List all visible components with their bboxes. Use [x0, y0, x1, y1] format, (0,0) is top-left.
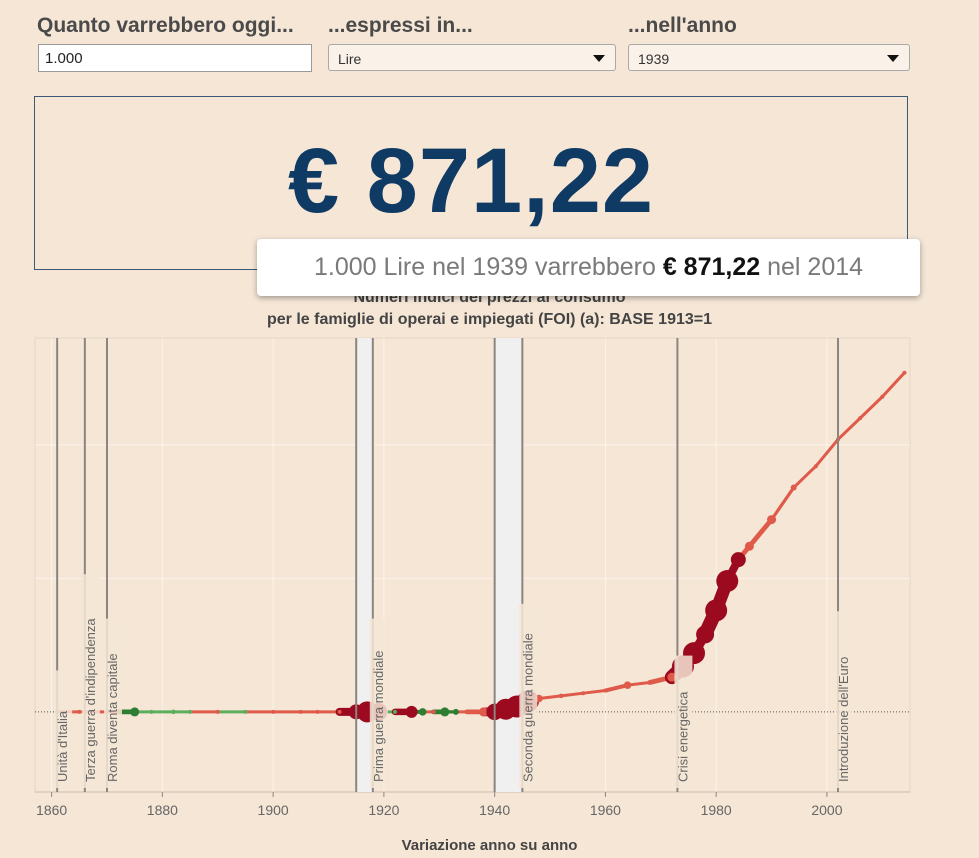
- series-segment: [814, 437, 840, 468]
- plot-frame: [34, 337, 911, 793]
- series-point: [440, 707, 450, 717]
- series-point: [647, 680, 652, 685]
- series-point: [696, 625, 715, 644]
- series-point: [418, 708, 427, 716]
- series-point: [188, 709, 193, 714]
- event-label: Crisi energetica: [675, 691, 690, 782]
- currency-label: ...espressi in...: [328, 14, 473, 37]
- series-point: [337, 709, 342, 714]
- series-point: [464, 709, 469, 714]
- series-segment: [792, 464, 818, 490]
- currency-select[interactable]: Lire: [328, 44, 616, 71]
- event-label: Roma diventa capitale: [105, 653, 120, 782]
- series-segment: [746, 517, 774, 549]
- series-point: [315, 709, 320, 714]
- event-label-bg: [54, 670, 73, 788]
- event-label: Prima guerra mondiale: [371, 650, 386, 782]
- year-select[interactable]: 1939: [628, 44, 910, 71]
- series-segment: [880, 371, 906, 399]
- currency-selected-value: Lire: [338, 51, 362, 67]
- event-band: [356, 338, 373, 792]
- series-point: [298, 709, 303, 714]
- event-label: Introduzione dell'Euro: [836, 657, 851, 782]
- series-point: [716, 570, 739, 593]
- event-band: [494, 338, 523, 792]
- year-selected-value: 1939: [638, 51, 670, 67]
- series-segment: [769, 485, 796, 522]
- series-point: [431, 709, 436, 714]
- series-point: [858, 416, 863, 421]
- tooltip-text-start: 1.000 Lire nel 1939 varrebbero: [313, 253, 663, 281]
- event-label: Unità d'Italia: [55, 710, 70, 782]
- series-point: [623, 681, 632, 689]
- series-point: [405, 705, 418, 718]
- x-tick-label: 1860: [36, 802, 67, 818]
- event-label-bg: [519, 603, 538, 788]
- x-tick-label: 1920: [368, 802, 399, 818]
- series-point: [215, 709, 220, 714]
- chevron-down-icon: [887, 55, 899, 62]
- series-point: [880, 394, 885, 399]
- series-point: [558, 693, 564, 699]
- x-tick-label: 1900: [258, 802, 289, 818]
- tooltip-text-end: nel 2014: [760, 253, 864, 281]
- amount-label: Quanto varrebbero oggi...: [37, 14, 294, 37]
- series-point: [392, 709, 397, 714]
- series-point: [171, 709, 176, 715]
- result-tooltip: 1.000 Lire nel 1939 varrebbero € 871,22 …: [257, 239, 920, 296]
- event-label-bg: [835, 611, 854, 788]
- x-tick-label: 1980: [701, 802, 732, 818]
- series-point: [744, 541, 754, 551]
- series-point: [130, 707, 140, 717]
- series-point: [603, 688, 608, 693]
- event-label-bg: [81, 574, 100, 788]
- event-label-bg: [103, 618, 122, 788]
- event-label-bg: [369, 618, 388, 788]
- tooltip-value: € 871,22: [662, 253, 761, 281]
- series-segment: [559, 691, 585, 698]
- result-panel: € 871,22: [34, 96, 908, 270]
- series-point: [767, 515, 777, 525]
- x-axis-title: Variazione anno su anno: [401, 837, 578, 854]
- series-segment: [836, 416, 862, 441]
- event-label: Terza guerra d'indipendenza: [83, 618, 98, 782]
- series-point: [77, 709, 82, 714]
- series-point: [902, 370, 907, 375]
- result-value: € 871,22: [287, 130, 655, 232]
- series-point: [149, 709, 154, 714]
- series-point: [667, 672, 677, 682]
- x-tick-label: 2000: [811, 802, 842, 818]
- series-point: [243, 709, 248, 714]
- x-tick-label: 1940: [479, 802, 510, 818]
- series-point: [813, 464, 818, 469]
- amount-input[interactable]: [38, 44, 312, 72]
- series-point: [705, 599, 728, 622]
- series-point: [452, 708, 459, 715]
- series-point: [479, 707, 489, 717]
- series-point: [581, 691, 586, 696]
- x-tick-label: 1960: [590, 802, 621, 818]
- event-label: Seconda guerra mondiale: [520, 633, 535, 782]
- series-segment: [603, 683, 630, 693]
- chevron-down-icon: [593, 55, 605, 62]
- event-label-bg: [674, 655, 693, 788]
- series-point: [271, 709, 276, 714]
- series-segment: [858, 395, 884, 420]
- series-point: [790, 484, 797, 491]
- year-label: ...nell'anno: [628, 14, 737, 37]
- x-tick-label: 1880: [147, 802, 178, 818]
- series-segment: [581, 689, 607, 695]
- chart-subtitle: per le famiglie di operai e impiegati (F…: [266, 311, 712, 328]
- series-point: [730, 552, 746, 568]
